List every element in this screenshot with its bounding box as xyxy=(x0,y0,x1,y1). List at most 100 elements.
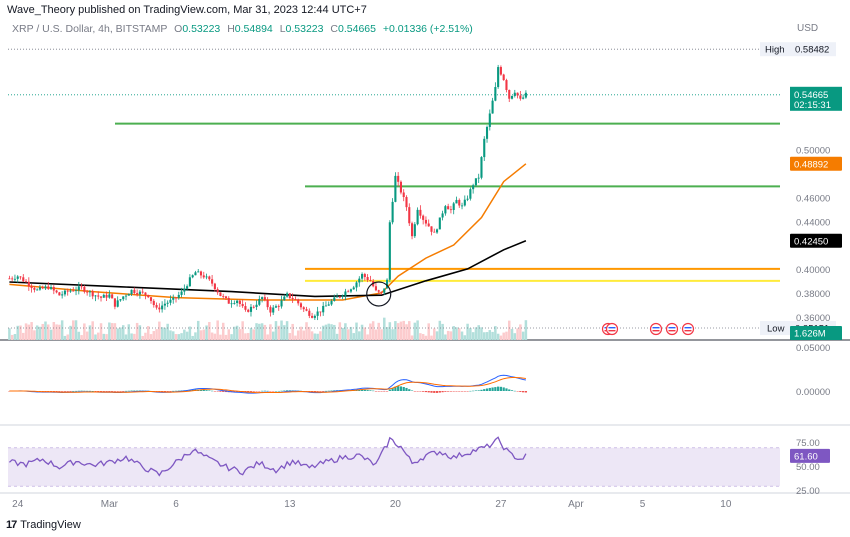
high-badge[interactable]: High 0.58482 xyxy=(760,42,836,57)
macd-histogram-bar xyxy=(383,391,386,392)
volume-bar xyxy=(94,334,97,340)
economic-event-icon[interactable] xyxy=(649,322,663,336)
macd-histogram-bar xyxy=(410,390,414,391)
crossover-circle xyxy=(366,281,392,307)
macd-histogram-bar xyxy=(508,389,511,391)
candle xyxy=(452,203,455,211)
volume-bar xyxy=(502,332,505,340)
macd-histogram-bar xyxy=(385,391,389,392)
macd-histogram-bar xyxy=(199,389,203,391)
volume-bar xyxy=(410,335,414,340)
macd-histogram-bar xyxy=(88,390,92,392)
volume-bar xyxy=(194,332,197,340)
candle xyxy=(22,277,25,282)
candle xyxy=(111,294,114,299)
volume-bar xyxy=(174,334,178,340)
candle xyxy=(224,296,228,299)
volume-bar xyxy=(97,332,100,340)
event-flag-icon xyxy=(665,322,679,336)
event-flag-stripe xyxy=(652,327,660,329)
candle xyxy=(8,278,11,280)
brand-label: TradingView xyxy=(20,519,81,531)
volume-bar xyxy=(349,326,353,340)
volume-bar xyxy=(421,334,425,340)
price-axis-tick: 0.38000 xyxy=(796,289,830,300)
volume-bar xyxy=(466,323,469,340)
currency-label[interactable]: USD xyxy=(797,23,819,34)
volume-bar xyxy=(52,322,56,340)
macd-histogram-bar xyxy=(369,390,372,391)
macd-histogram-bar xyxy=(69,391,72,392)
volume-bar xyxy=(260,323,264,340)
macd-histogram-bar xyxy=(108,391,111,392)
event-flag-icon xyxy=(605,322,619,336)
macd-histogram-bar xyxy=(519,391,522,392)
candle xyxy=(88,291,91,293)
macd-histogram-bar xyxy=(405,387,408,391)
candle xyxy=(16,276,19,279)
ma-value-badge[interactable]: 0.42450 xyxy=(790,233,842,248)
event-flag-stripe xyxy=(684,327,692,329)
macd-histogram-bar xyxy=(510,390,514,391)
macd-histogram-bar xyxy=(522,391,525,393)
candle xyxy=(291,297,294,300)
economic-event-icon[interactable] xyxy=(605,322,619,336)
price-axis-tick: 0.50000 xyxy=(796,146,830,157)
volume-value-badge[interactable]: 1.626M xyxy=(790,326,842,340)
candle xyxy=(94,295,97,297)
volume-bar xyxy=(102,333,106,340)
candle xyxy=(397,175,400,182)
economic-event-icon[interactable] xyxy=(665,322,679,336)
tradingview-footer[interactable]: 17 TradingView xyxy=(6,519,81,531)
volume-bar xyxy=(27,324,31,340)
candle xyxy=(305,309,308,311)
annotations xyxy=(366,281,695,336)
economic-event-icon[interactable] xyxy=(681,322,695,336)
volume-bar xyxy=(524,320,528,340)
macd-histogram-bar xyxy=(483,389,486,391)
volume-bar xyxy=(10,334,14,340)
macd-histogram-bar xyxy=(280,390,283,392)
candle xyxy=(283,296,286,301)
candle xyxy=(102,294,105,298)
macd-histogram-bar xyxy=(177,390,180,392)
ema-value-badge-bg xyxy=(790,156,842,171)
candle xyxy=(147,295,150,298)
macd-histogram-bar xyxy=(430,391,433,393)
volume-bar xyxy=(191,335,194,340)
volume-bar xyxy=(47,324,50,340)
macd-histogram-bar xyxy=(166,391,169,392)
volume-bar xyxy=(507,320,511,340)
candle xyxy=(499,67,502,75)
volume-bar xyxy=(283,325,286,340)
candle xyxy=(466,198,469,200)
macd-histogram-bar xyxy=(288,390,291,391)
candle xyxy=(410,223,414,237)
candle xyxy=(308,310,311,316)
macd-histogram-bar xyxy=(111,391,114,392)
macd-histogram-bar xyxy=(83,390,86,392)
candle xyxy=(299,303,303,308)
macd-histogram-bar xyxy=(266,390,269,392)
rsi-value-badge[interactable]: 61.60 xyxy=(790,448,830,463)
macd-histogram-bar xyxy=(213,391,216,392)
macd-histogram-bar xyxy=(469,390,472,392)
candle xyxy=(322,305,325,313)
symbol-name[interactable]: XRP / U.S. Dollar, 4h, BITSTAMP xyxy=(12,23,168,35)
volume-bar xyxy=(355,322,358,340)
volume-bar xyxy=(335,333,339,340)
time-axis-label: 24 xyxy=(12,499,24,510)
candle xyxy=(433,231,436,233)
ema-value-badge[interactable]: 0.48892 xyxy=(790,156,842,171)
volume-bar xyxy=(269,324,272,340)
candle xyxy=(166,302,169,304)
volume-bar xyxy=(219,334,222,340)
volume-bar xyxy=(91,321,94,340)
volume-bar xyxy=(74,320,78,340)
volume-bar xyxy=(458,328,461,340)
volume-bar xyxy=(19,325,22,340)
volume-bar xyxy=(177,334,181,340)
ma-line xyxy=(9,240,527,298)
